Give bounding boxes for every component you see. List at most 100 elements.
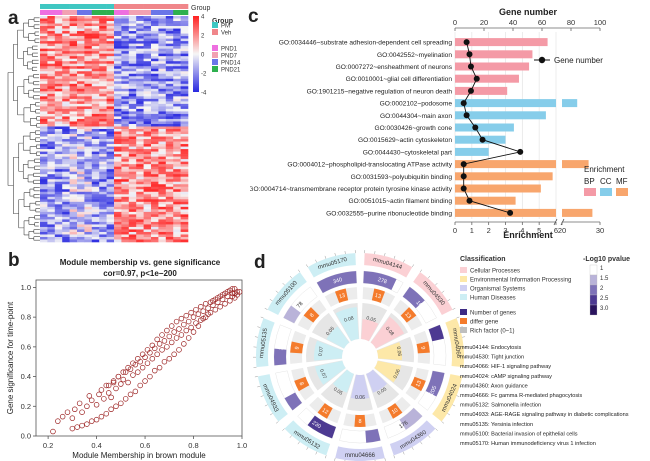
heatmap-cell (69, 216, 78, 220)
heatmap-cell (69, 98, 78, 102)
classification-title: Classification (460, 256, 506, 263)
heatmap-cell (106, 136, 115, 140)
heatmap-cell (180, 181, 189, 185)
heatmap-cell (40, 224, 48, 228)
heatmap-cell (77, 106, 85, 110)
class-ring-sector (335, 446, 385, 461)
heatmap-cell (69, 204, 78, 208)
go-term-label: GO:0044304~main axon (380, 113, 452, 120)
scatter-subtitle: cor=0.97, p<1e−200 (103, 269, 177, 278)
heatmap-cell (69, 136, 78, 140)
heatmap-cell (128, 184, 137, 188)
heatmap-cell (99, 111, 107, 115)
heatmap-cell (69, 68, 78, 72)
enrichment-bar-extension (562, 160, 589, 169)
heatmap-cell (99, 226, 107, 230)
heatmap-cell (173, 146, 181, 150)
heatmap-cell (99, 41, 107, 44)
heatmap-cell (47, 206, 56, 210)
heatmap-cell (77, 221, 85, 225)
heatmap-cell (91, 58, 100, 62)
heatmap-cell (128, 68, 137, 72)
heatmap-cell (165, 126, 174, 130)
heatmap-cell (91, 191, 100, 195)
class-ring-sector (284, 420, 331, 456)
heatmap-cell (121, 61, 130, 65)
heatmap-cell (173, 106, 181, 110)
heatmap-cell (180, 38, 189, 42)
heatmap-cell (47, 221, 56, 225)
heatmap-cell (151, 224, 159, 228)
heatmap-cell (136, 121, 144, 125)
heatmap-cell (62, 189, 70, 193)
heatmap-cell (99, 56, 107, 59)
heatmap-cell (106, 209, 115, 213)
heatmap-cell (47, 116, 56, 120)
heatmap-cell (77, 116, 85, 120)
scatter-point (79, 422, 85, 429)
heatmap-cell (173, 169, 181, 172)
heatmap-cell (173, 43, 181, 47)
heatmap-cell (165, 184, 174, 188)
heatmap-cell (99, 209, 107, 213)
heatmap-cell (151, 76, 159, 80)
heatmap-cell (99, 224, 107, 228)
differ-gene-label: 13 (415, 380, 423, 388)
heatmap-cell (40, 219, 48, 223)
heatmap-cell (40, 81, 48, 85)
heatmap-cell (91, 53, 100, 57)
heatmap-cell (158, 98, 167, 102)
heatmap-cell (173, 68, 181, 72)
heatmap-cell (84, 126, 93, 130)
heatmap-cell (128, 113, 137, 117)
heatmap-cell (77, 73, 85, 77)
heatmap-cell (84, 204, 93, 208)
heatmap-cell (158, 169, 167, 172)
heatmap-cell (106, 28, 115, 32)
heatmap-cell (54, 83, 63, 87)
heatmap-cell (54, 126, 63, 130)
heatmap-cell (99, 199, 107, 203)
heatmap-cell (136, 111, 144, 115)
heatmap-cell (151, 184, 159, 188)
heatmap-cell (77, 144, 85, 147)
heatmap-cell (106, 51, 115, 54)
heatmap-cell (77, 231, 85, 235)
heatmap-cell (143, 221, 152, 225)
heatmap-cell (69, 108, 78, 112)
heatmap-cell (91, 38, 100, 42)
pathway-list-item: mmu04066: HIF-1 signaling pathway (460, 364, 551, 370)
heatmap-cell (69, 76, 78, 80)
rich-factor-label: 0.08 (384, 326, 395, 337)
heatmap-cell (136, 196, 144, 200)
heatmap-cell (40, 116, 48, 120)
heatmap-cell (180, 239, 189, 243)
heatmap-cell (99, 38, 107, 42)
scatter-point (185, 318, 192, 325)
heatmap-cell (121, 113, 130, 117)
scatter-point (205, 305, 211, 311)
heatmap-cell (151, 81, 159, 85)
heatmap-cell (91, 146, 100, 150)
heatmap-cell (99, 88, 107, 92)
heatmap-cell (151, 196, 159, 200)
gene-number-point (460, 173, 467, 180)
heatmap-cell (54, 239, 63, 243)
heatmap-cell (143, 186, 152, 190)
group-bar-cell (77, 4, 85, 9)
heatmap-cells (40, 16, 189, 243)
heatmap-cell (47, 93, 56, 97)
pathway-list-item: mmu04666: Fc gamma R-mediated phagocytos… (460, 393, 582, 399)
heatmap-cell (165, 236, 174, 240)
scatter-point (113, 385, 119, 392)
heatmap-cell (40, 98, 48, 102)
heatmap-cell (173, 194, 181, 198)
heatmap-cell (114, 103, 122, 107)
heatmap-cell (180, 186, 189, 190)
heatmap-cell (99, 43, 107, 47)
heatmap-cell (173, 189, 181, 193)
heatmap-cell (77, 78, 85, 82)
heatmap-cell (40, 216, 48, 220)
heatmap-cell (54, 98, 63, 102)
